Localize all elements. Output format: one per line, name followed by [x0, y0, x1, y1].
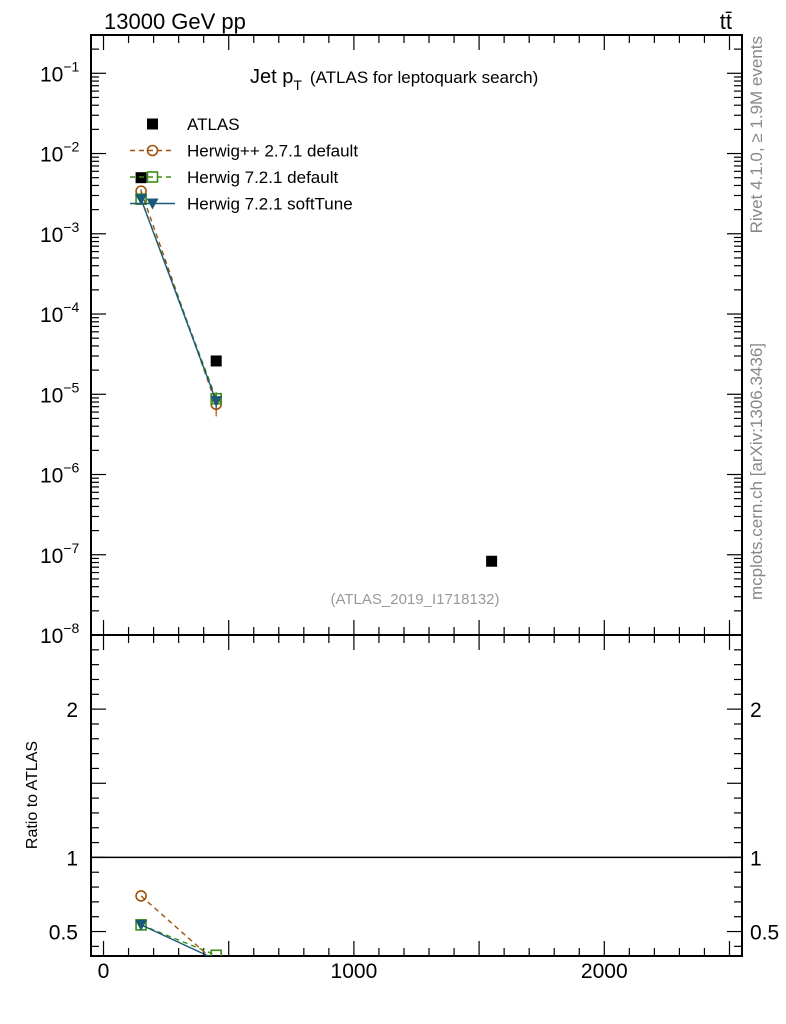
legend-marker	[146, 198, 159, 210]
side-label-mcplots: mcplots.cern.ch [arXiv:1306.3436]	[747, 343, 766, 600]
x-tick-label: 0	[98, 960, 110, 983]
ratio-plot-series	[135, 890, 222, 956]
legend-entry: ATLAS	[147, 115, 240, 134]
analysis-watermark: (ATLAS_2019_I1718132)	[330, 591, 499, 608]
ratio-point	[135, 890, 147, 902]
x-tick-label: 1000	[331, 960, 378, 983]
series-line	[140, 198, 217, 402]
y-tick-label-exponent: −5	[63, 379, 79, 395]
ratio-point	[135, 919, 148, 931]
main-plot: 10−110−210−310−410−510−610−710−8 Jet pT(…	[40, 34, 743, 648]
y-tick-label-exponent: −1	[63, 58, 79, 74]
y-tick-label-base: 10	[40, 224, 63, 247]
y-tick-label: 10−1	[40, 58, 80, 86]
legend-label: Herwig 7.2.1 default	[187, 168, 338, 187]
y-tick-label-base: 10	[40, 465, 63, 488]
plot-title-main: Jet p	[250, 66, 293, 88]
y-tick-label-exponent: −6	[63, 460, 79, 476]
ratio-series-herwig-7-2-1-softtune	[135, 919, 210, 956]
y-tick-label-exponent: −4	[63, 299, 79, 315]
y-tick-label: 10−2	[40, 139, 80, 167]
legend-entry: Herwig++ 2.7.1 default	[130, 142, 358, 161]
y-tick-label: 10−8	[40, 620, 80, 648]
ratio-y-tick-label: 1	[66, 847, 78, 870]
data-point	[486, 555, 498, 567]
main-plot-y-tick-labels: 10−110−210−310−410−510−610−710−8	[40, 58, 80, 648]
main-plot-series	[135, 172, 498, 567]
ratio-y-tick-label: 0.5	[49, 922, 78, 945]
legend-label: Herwig 7.2.1 softTune	[187, 195, 353, 214]
side-label-rivet: Rivet 4.1.0, ≥ 1.9M events	[747, 36, 766, 233]
y-tick-label-exponent: −7	[63, 540, 79, 556]
series-atlas	[135, 172, 498, 567]
y-tick-label-exponent: −8	[63, 620, 79, 636]
y-tick-label: 10−4	[40, 299, 80, 327]
main-plot-ticks	[91, 35, 742, 636]
legend: ATLAS Herwig++ 2.7.1 default Herwig 7.2.1 …	[130, 115, 358, 214]
y-tick-label-base: 10	[40, 63, 63, 86]
plot-title-rest: (ATLAS for leptoquark search)	[310, 68, 538, 87]
y-tick-label: 10−3	[40, 219, 80, 247]
legend-marker	[146, 171, 159, 183]
ratio-point	[210, 949, 222, 956]
header-left: 13000 GeV pp	[104, 9, 246, 34]
y-tick-label-base: 10	[40, 144, 63, 167]
ratio-y-tick-label-right: 2	[750, 699, 762, 722]
x-tick-label: 2000	[581, 960, 628, 983]
header-right: tt̄	[720, 9, 732, 34]
ratio-y-tick-label: 2	[66, 699, 78, 722]
y-tick-label-base: 10	[40, 625, 63, 648]
ratio-plot-y-tick-labels: 0.5 0.5 1 1 2 2	[49, 699, 779, 944]
legend-entry: Herwig 7.2.1 softTune	[130, 195, 353, 214]
x-tick-labels: 0 1000 2000	[98, 960, 628, 983]
y-tick-label-exponent: −3	[63, 219, 79, 235]
ratio-y-tick-label-right: 0.5	[750, 922, 779, 945]
legend-marker	[146, 144, 159, 157]
ratio-ylabel: Ratio to ATLAS	[24, 741, 41, 849]
ratio-plot-ticks	[91, 635, 742, 956]
ratio-series-herwig-2-7-1-default	[135, 890, 210, 956]
y-tick-label: 10−5	[40, 379, 80, 407]
y-tick-label: 10−7	[40, 540, 80, 568]
legend-entry: Herwig 7.2.1 default	[130, 168, 338, 187]
ratio-plot: 0.5 0.5 1 1 2 2 0 1000 2000 Ratio to ATLAS	[24, 634, 779, 983]
y-tick-label-base: 10	[40, 545, 63, 568]
y-tick-label: 10−6	[40, 460, 80, 488]
y-tick-label-base: 10	[40, 304, 63, 327]
series-line	[140, 190, 217, 405]
ratio-series-line	[140, 924, 210, 956]
y-tick-label-exponent: −2	[63, 139, 79, 155]
ratio-y-tick-label-right: 1	[750, 847, 762, 870]
legend-label: Herwig++ 2.7.1 default	[187, 142, 358, 161]
plot-title: Jet pT (ATLAS for leptoquark search)	[250, 66, 538, 93]
ratio-series-line	[140, 895, 210, 956]
data-point	[210, 355, 222, 367]
data-point	[210, 396, 223, 408]
ratio-plot-frame	[90, 634, 743, 957]
y-tick-label-base: 10	[40, 384, 63, 407]
data-point	[135, 194, 148, 206]
legend-label: ATLAS	[187, 115, 240, 134]
legend-marker	[147, 118, 158, 130]
plot-title-sub: T	[293, 77, 302, 93]
series-herwig-7-2-1-softtune	[135, 194, 223, 409]
